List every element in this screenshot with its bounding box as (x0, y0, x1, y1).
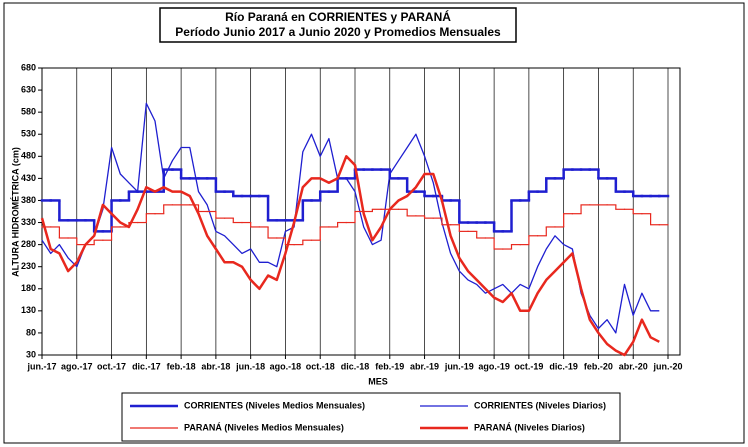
legend-label: PARANÁ (Niveles Medios Mensuales) (184, 422, 344, 432)
x-tick-label: jun.-17 (26, 361, 56, 371)
x-tick-label: dic.-18 (341, 361, 370, 371)
chart-subtitle: Período Junio 2017 a Junio 2020 y Promed… (175, 25, 501, 39)
x-tick-label: abr.-20 (619, 361, 648, 371)
y-tick-label: 230 (21, 261, 36, 271)
legend-label: PARANÁ (Niveles Diarios) (474, 422, 585, 432)
x-tick-label: ago.-18 (270, 361, 302, 371)
x-tick-label: abr.-19 (410, 361, 439, 371)
x-tick-label: jun.-18 (235, 361, 265, 371)
x-tick-label: ago.-17 (61, 361, 93, 371)
x-tick-label: oct.-17 (97, 361, 126, 371)
series-line (41, 102, 660, 334)
legend-label: CORRIENTES (Niveles Medios Mensuales) (184, 400, 365, 410)
title-box (159, 7, 517, 43)
y-tick-label: 30 (26, 349, 36, 359)
chart-title: Río Paraná en CORRIENTES y PARANÁ (225, 9, 451, 24)
y-tick-label: 80 (26, 327, 36, 337)
x-tick-label: oct.-19 (514, 361, 543, 371)
legend-label: CORRIENTES (Niveles Diarios) (474, 400, 606, 410)
y-tick-label: 580 (21, 107, 36, 117)
x-tick-label: feb.-18 (167, 361, 196, 371)
y-tick-label: 330 (21, 217, 36, 227)
legend-box (121, 392, 621, 442)
y-tick-label: 180 (21, 283, 36, 293)
y-tick-label: 530 (21, 129, 36, 139)
x-axis-label: MES (368, 376, 388, 386)
y-axis-label: ALTURA HIDROMÉTRICA (cm) (10, 147, 20, 277)
x-tick-label: abr.-18 (201, 361, 230, 371)
x-tick-label: dic.-19 (549, 361, 578, 371)
y-tick-label: 130 (21, 305, 36, 315)
y-tick-label: 680 (21, 62, 36, 72)
x-tick-label: oct.-18 (306, 361, 335, 371)
y-tick-label: 280 (21, 239, 36, 249)
series-line (40, 155, 660, 357)
x-tick-label: feb.-19 (375, 361, 404, 371)
x-tick-label: jun.-20 (652, 361, 682, 371)
x-tick-label: ago.-19 (478, 361, 510, 371)
y-tick-label: 630 (21, 84, 36, 94)
x-tick-label: jun.-19 (444, 361, 474, 371)
x-tick-label: dic.-17 (132, 361, 161, 371)
x-tick-label: feb.-20 (584, 361, 613, 371)
y-tick-label: 380 (21, 195, 36, 205)
y-tick-label: 480 (21, 151, 36, 161)
y-tick-label: 430 (21, 173, 36, 183)
